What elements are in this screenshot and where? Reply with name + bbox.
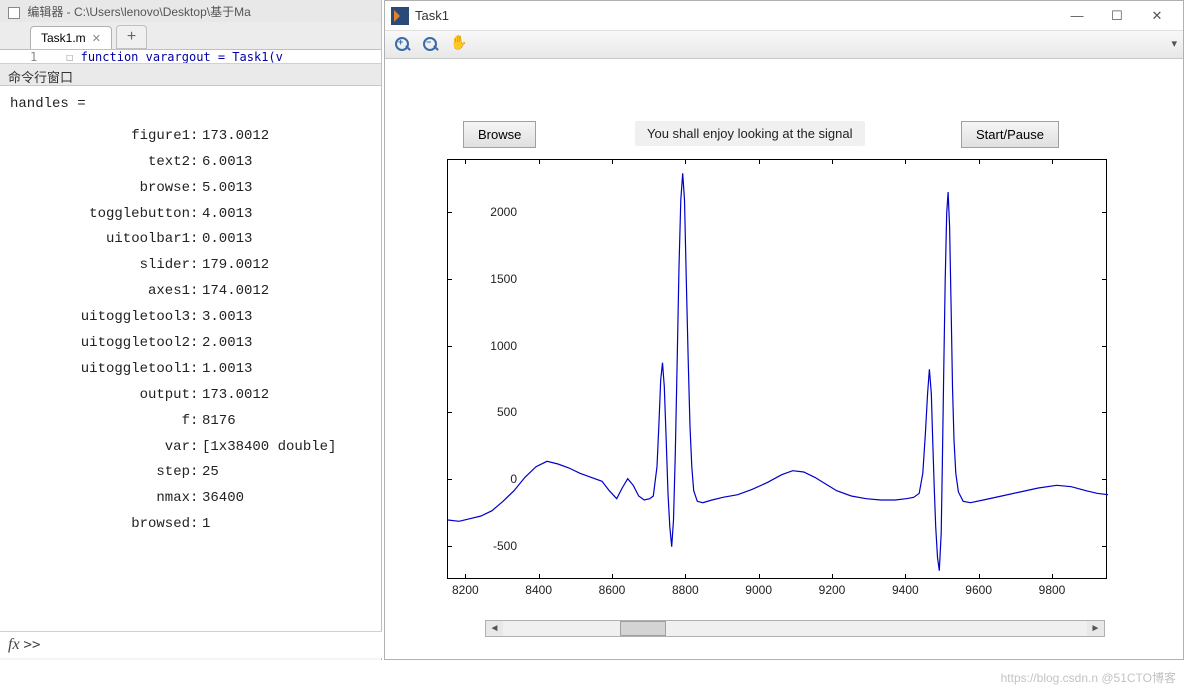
slider-track[interactable]: [503, 621, 1087, 636]
figure-window: Task1 — ☐ ✕ + − ▾ Browse You shall enjoy…: [384, 0, 1184, 660]
struct-field: var: [1x38400 double]: [10, 435, 371, 461]
y-tick-label: 2000: [462, 205, 517, 219]
slider-thumb[interactable]: [620, 621, 666, 636]
struct-field: uitoggletool1: 1.0013: [10, 357, 371, 383]
pan-icon[interactable]: [449, 35, 469, 55]
figure-titlebar[interactable]: Task1 — ☐ ✕: [385, 1, 1183, 31]
struct-field: togglebutton: 4.0013: [10, 202, 371, 228]
struct-field: nmax: 36400: [10, 486, 371, 512]
signal-line: [448, 160, 1108, 580]
figure-body: Browse You shall enjoy looking at the si…: [385, 59, 1183, 659]
command-prompt[interactable]: fx >>: [0, 631, 382, 658]
command-window[interactable]: handles = figure1: 173.0012text2: 6.0013…: [0, 86, 381, 642]
y-tick-label: 1000: [462, 339, 517, 353]
struct-field: axes1: 174.0012: [10, 279, 371, 305]
struct-field: uitoggletool3: 3.0013: [10, 305, 371, 331]
figure-title: Task1: [415, 8, 1057, 23]
struct-field: figure1: 173.0012: [10, 124, 371, 150]
x-tick-label: 9800: [1039, 583, 1066, 597]
zoom-in-icon[interactable]: +: [393, 35, 413, 55]
start-pause-button[interactable]: Start/Pause: [961, 121, 1059, 148]
x-tick-label: 9000: [745, 583, 772, 597]
matlab-icon: [391, 7, 409, 25]
x-tick-label: 9200: [819, 583, 846, 597]
struct-field: f: 8176: [10, 409, 371, 435]
x-tick-label: 8400: [525, 583, 552, 597]
watermark: https://blog.csdn.n @51CTO博客: [1001, 669, 1176, 686]
slider-left-arrow[interactable]: ◄: [486, 621, 503, 636]
tab-label: Task1.m: [41, 31, 86, 45]
editor-titlebar: 编辑器 - C:\Users\lenovo\Desktop\基于Ma: [0, 0, 381, 22]
struct-field: text2: 6.0013: [10, 150, 371, 176]
x-tick-label: 8200: [452, 583, 479, 597]
maximize-button[interactable]: ☐: [1097, 3, 1137, 29]
x-tick-label: 8600: [599, 583, 626, 597]
slider-right-arrow[interactable]: ►: [1087, 621, 1104, 636]
close-icon[interactable]: ✕: [92, 32, 101, 45]
y-tick-label: 500: [462, 405, 517, 419]
new-tab-button[interactable]: +: [116, 25, 147, 49]
x-tick-label: 9600: [965, 583, 992, 597]
struct-field: browse: 5.0013: [10, 176, 371, 202]
axes[interactable]: [447, 159, 1107, 579]
figure-toolbar: + − ▾: [385, 31, 1183, 59]
struct-field: uitoolbar1: 0.0013: [10, 227, 371, 253]
struct-field: browsed: 1: [10, 512, 371, 538]
struct-field: uitoggletool2: 2.0013: [10, 331, 371, 357]
minimize-button[interactable]: —: [1057, 3, 1097, 29]
tab-task1[interactable]: Task1.m ✕: [30, 26, 112, 49]
editor-panel: 编辑器 - C:\Users\lenovo\Desktop\基于Ma Task1…: [0, 0, 382, 660]
handles-var: handles =: [10, 92, 371, 118]
toolbar-more-icon[interactable]: ▾: [1171, 37, 1177, 50]
y-tick-label: 1500: [462, 272, 517, 286]
editor-title-text: 编辑器 - C:\Users\lenovo\Desktop\基于Ma: [27, 5, 250, 19]
y-tick-label: -500: [462, 539, 517, 553]
code-line: 1 ☐ function varargout = Task1(v: [0, 50, 381, 64]
editor-tab-bar: Task1.m ✕ +: [0, 22, 381, 50]
struct-field: step: 25: [10, 460, 371, 486]
x-tick-label: 8800: [672, 583, 699, 597]
command-window-header: 命令行窗口: [0, 64, 381, 86]
x-tick-label: 9400: [892, 583, 919, 597]
struct-field: output: 173.0012: [10, 383, 371, 409]
browse-button[interactable]: Browse: [463, 121, 536, 148]
close-button[interactable]: ✕: [1137, 3, 1177, 29]
slider[interactable]: ◄ ►: [485, 620, 1105, 637]
y-tick-label: 0: [462, 472, 517, 486]
doc-icon: [8, 7, 20, 19]
message-text: You shall enjoy looking at the signal: [635, 121, 865, 146]
struct-field: slider: 179.0012: [10, 253, 371, 279]
zoom-out-icon[interactable]: −: [421, 35, 441, 55]
